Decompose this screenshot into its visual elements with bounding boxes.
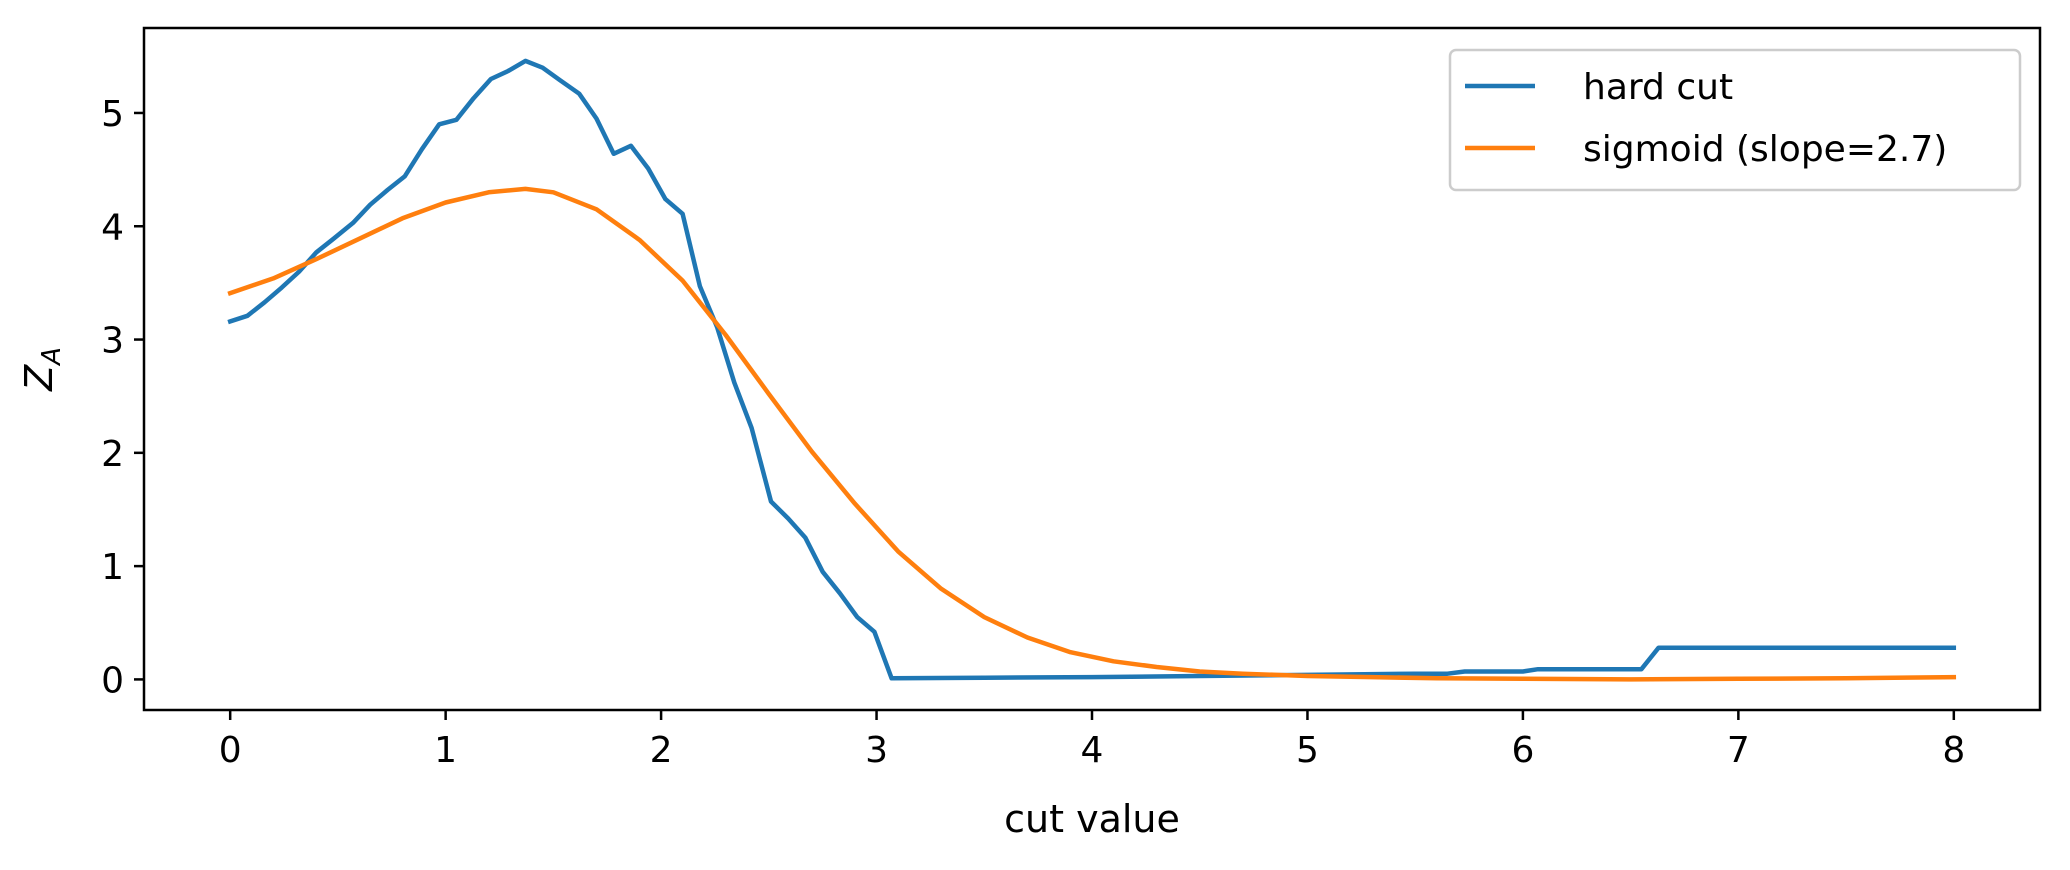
x-axis: 0 1 2 3 4 5 6 7 8: [219, 710, 1965, 771]
legend-label-hard-cut: hard cut: [1583, 67, 1733, 108]
x-tick-label: 7: [1727, 730, 1750, 771]
y-tick-label: 2: [101, 434, 124, 475]
x-axis-label: cut value: [1004, 797, 1180, 841]
legend-label-sigmoid: sigmoid (slope=2.7): [1583, 129, 1947, 170]
y-axis-label-main: Z: [17, 364, 61, 392]
x-tick-label: 6: [1511, 730, 1534, 771]
x-tick-label: 2: [650, 730, 673, 771]
y-axis-label: ZA: [17, 347, 67, 392]
y-tick-label: 0: [101, 660, 124, 701]
x-tick-label: 1: [434, 730, 457, 771]
plot-area-frame: [142, 26, 2042, 712]
x-tick-label: 8: [1942, 730, 1965, 771]
series-line-sigmoid: [227, 186, 1957, 682]
y-tick-label: 5: [101, 94, 124, 135]
series-layer: [227, 58, 1957, 682]
x-tick-label: 5: [1296, 730, 1319, 771]
y-tick-label: 4: [101, 207, 124, 248]
x-tick-label: 4: [1081, 730, 1104, 771]
y-tick-label: 3: [101, 321, 124, 362]
legend: hard cut sigmoid (slope=2.7): [1448, 48, 2022, 192]
y-tick-label: 1: [101, 547, 124, 588]
x-tick-label: 3: [865, 730, 888, 771]
x-tick-label: 0: [219, 730, 242, 771]
y-axis-label-subscript: A: [37, 347, 67, 367]
y-axis: 0 1 2 3 4 5: [101, 94, 144, 701]
legend-box: [1448, 48, 2022, 192]
series-line-hard-cut: [227, 58, 1957, 681]
